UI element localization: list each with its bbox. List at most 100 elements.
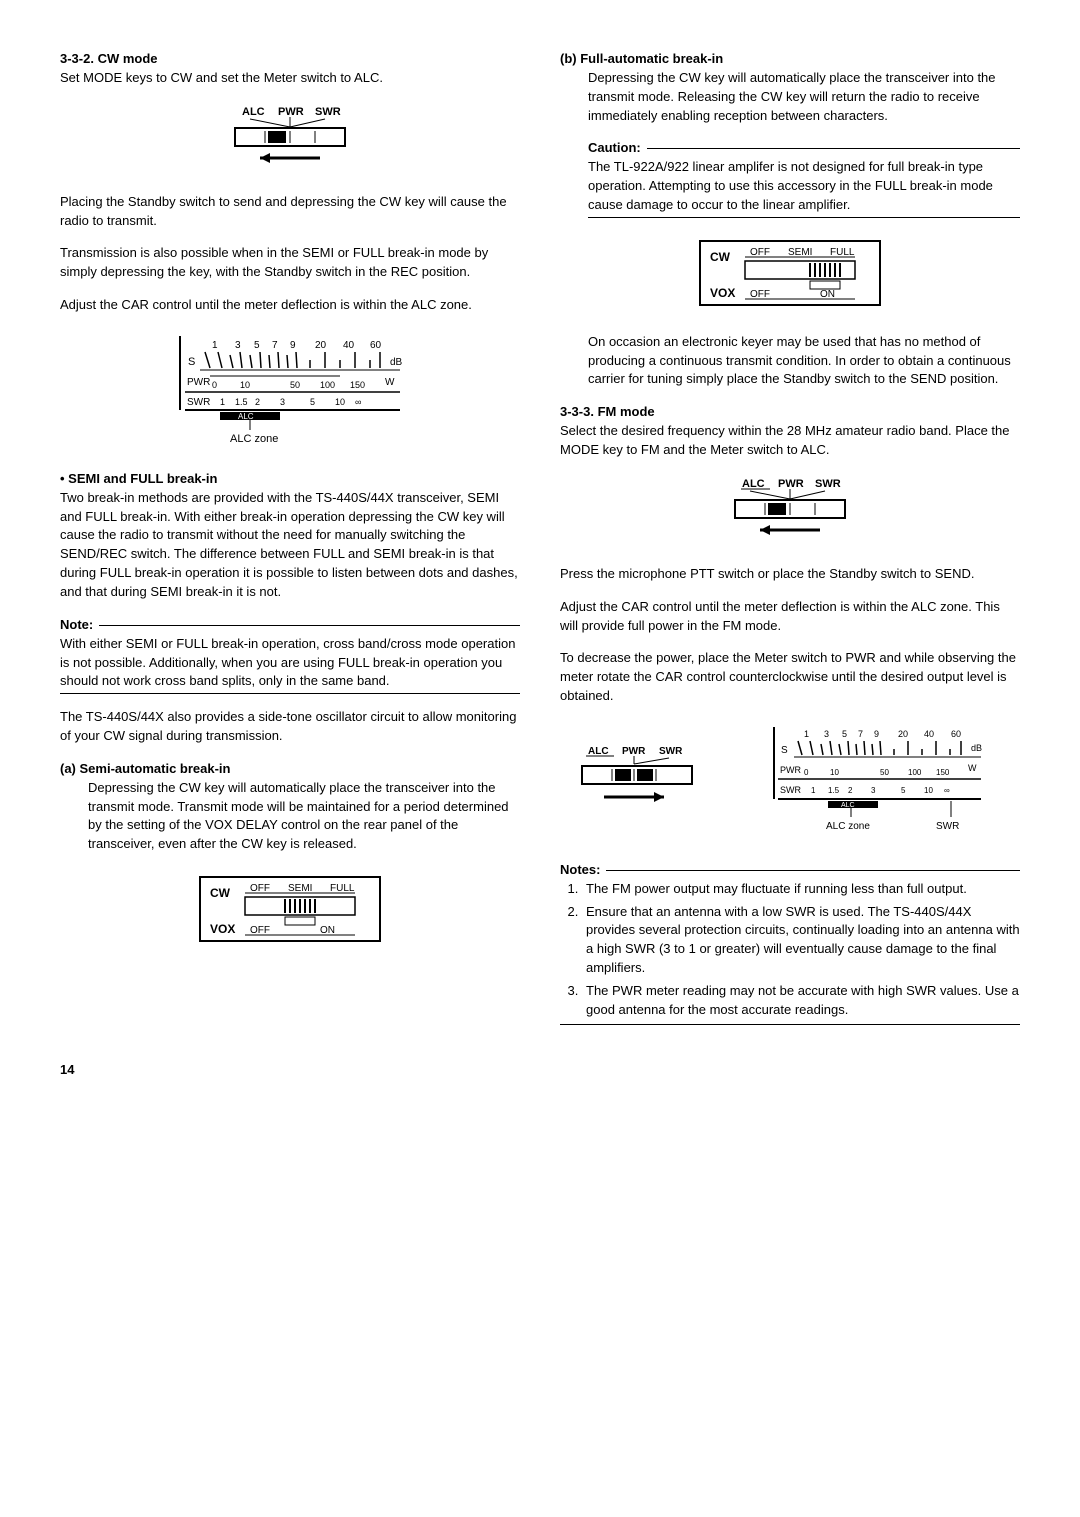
svg-text:SWR: SWR [815, 478, 841, 490]
svg-text:S: S [781, 745, 788, 756]
svg-text:5: 5 [254, 340, 260, 351]
sec-332-para1: Set MODE keys to CW and set the Meter sw… [60, 70, 383, 85]
svg-text:3: 3 [824, 729, 829, 739]
b-head: (b) Full-automatic break-in [560, 51, 723, 66]
svg-text:dB: dB [971, 743, 982, 753]
svg-text:10: 10 [240, 380, 250, 390]
combined-meter-diagram: ALC PWR SWR 1 [560, 721, 1020, 841]
svg-text:0: 0 [804, 768, 809, 777]
svg-text:5: 5 [842, 729, 847, 739]
svg-text:150: 150 [350, 380, 365, 390]
svg-text:5: 5 [901, 786, 906, 795]
svg-text:ON: ON [320, 925, 335, 936]
notes-block: Notes: The FM power output may fluctuate… [560, 861, 1020, 1025]
meter-switch-diagram-2: ALC PWR SWR [560, 475, 1020, 545]
svg-text:10: 10 [335, 397, 345, 407]
sec-333-title: 3-3-3. FM mode [560, 404, 655, 419]
svg-text:FULL: FULL [330, 883, 355, 894]
note-head: Note: [60, 616, 93, 635]
svg-text:60: 60 [951, 729, 961, 739]
note-para: With either SEMI or FULL break-in operat… [60, 635, 520, 692]
sec-333-para3: Adjust the CAR control until the meter d… [560, 598, 1020, 636]
svg-text:CW: CW [710, 250, 731, 264]
svg-text:VOX: VOX [710, 286, 735, 300]
svg-text:2: 2 [848, 786, 853, 795]
svg-text:W: W [968, 763, 977, 773]
semi-full-head: • SEMI and FULL break-in [60, 471, 217, 486]
right-column: (b) Full-automatic break-in Depressing t… [560, 50, 1020, 1031]
svg-text:5: 5 [310, 397, 315, 407]
svg-text:SWR: SWR [936, 821, 959, 832]
svg-text:SWR: SWR [780, 785, 801, 795]
note-item-3: The PWR meter reading may not be accurat… [582, 982, 1020, 1020]
alc-zone-caption: ALC zone [230, 433, 278, 445]
notes-list: The FM power output may fluctuate if run… [560, 880, 1020, 1020]
meter-switch-diagram: ALC PWR SWR [60, 103, 520, 173]
label-pwr: PWR [278, 106, 304, 118]
keyer-para: On occasion an electronic keyer may be u… [560, 333, 1020, 390]
caution-para: The TL-922A/922 linear amplifer is not d… [588, 158, 1020, 215]
svg-text:100: 100 [908, 768, 922, 777]
svg-text:10: 10 [830, 768, 839, 777]
subsec-a: (a) Semi-automatic break-in Depressing t… [60, 760, 520, 854]
svg-text:100: 100 [320, 380, 335, 390]
sec-333-para4: To decrease the power, place the Meter s… [560, 649, 1020, 706]
a-head: (a) Semi-automatic break-in [60, 761, 231, 776]
sec-332-para2: Placing the Standby switch to send and d… [60, 193, 520, 231]
svg-text:VOX: VOX [210, 922, 235, 936]
sidetone-para: The TS-440S/44X also provides a side-ton… [60, 708, 520, 746]
svg-text:∞: ∞ [355, 397, 361, 407]
svg-text:S: S [188, 356, 195, 368]
notes-head: Notes: [560, 861, 600, 880]
svg-text:SWR: SWR [187, 397, 210, 408]
caution-head: Caution: [588, 139, 641, 158]
svg-text:1: 1 [811, 786, 816, 795]
svg-text:ALC zone: ALC zone [826, 821, 870, 832]
sec-332-para3: Transmission is also possible when in th… [60, 244, 520, 282]
note-item-2: Ensure that an antenna with a low SWR is… [582, 903, 1020, 978]
svg-text:7: 7 [858, 729, 863, 739]
svg-text:PWR: PWR [778, 478, 804, 490]
sec-333-para2: Press the microphone PTT switch or place… [560, 565, 1020, 584]
semi-full-section: • SEMI and FULL break-in Two break-in me… [60, 470, 520, 602]
svg-text:ALC: ALC [238, 412, 254, 421]
svg-text:1.5: 1.5 [828, 786, 840, 795]
svg-text:3: 3 [280, 397, 285, 407]
svg-text:OFF: OFF [250, 883, 270, 894]
label-swr: SWR [315, 106, 341, 118]
svg-text:40: 40 [924, 729, 934, 739]
svg-text:dB: dB [390, 357, 403, 368]
svg-text:OFF: OFF [250, 925, 270, 936]
svg-text:1.5: 1.5 [235, 397, 248, 407]
svg-text:PWR: PWR [780, 765, 801, 775]
svg-text:OFF: OFF [750, 289, 770, 300]
svg-text:FULL: FULL [830, 247, 855, 258]
svg-text:ALC: ALC [841, 802, 855, 809]
svg-text:SEMI: SEMI [788, 247, 812, 258]
svg-text:2: 2 [255, 397, 260, 407]
sec-332-para4: Adjust the CAR control until the meter d… [60, 296, 520, 315]
svg-text:150: 150 [936, 768, 950, 777]
label-alc: ALC [242, 106, 265, 118]
svg-text:50: 50 [290, 380, 300, 390]
svg-text:7: 7 [272, 340, 278, 351]
sec-332-title: 3-3-2. CW mode [60, 51, 158, 66]
svg-text:ALC: ALC [588, 746, 609, 757]
svg-text:∞: ∞ [944, 786, 950, 795]
svg-text:40: 40 [343, 340, 355, 351]
note-block: Note: With either SEMI or FULL break-in … [60, 616, 520, 694]
sec-333: 3-3-3. FM mode Select the desired freque… [560, 403, 1020, 460]
svg-text:SEMI: SEMI [288, 883, 312, 894]
cw-vox-switch-diagram-2: CW OFF SEMI FULL VOX OFF ON [560, 233, 1020, 313]
left-column: 3-3-2. CW mode Set MODE keys to CW and s… [60, 50, 520, 1031]
svg-text:SWR: SWR [659, 746, 683, 757]
svg-text:1: 1 [220, 397, 225, 407]
svg-text:PWR: PWR [622, 746, 646, 757]
caution-block: Caution: The TL-922A/922 linear amplifer… [560, 139, 1020, 217]
sec-333-para1: Select the desired frequency within the … [560, 423, 1009, 457]
svg-text:20: 20 [898, 729, 908, 739]
sec-332: 3-3-2. CW mode Set MODE keys to CW and s… [60, 50, 520, 88]
svg-text:1: 1 [804, 729, 809, 739]
svg-text:60: 60 [370, 340, 382, 351]
svg-text:9: 9 [290, 340, 296, 351]
